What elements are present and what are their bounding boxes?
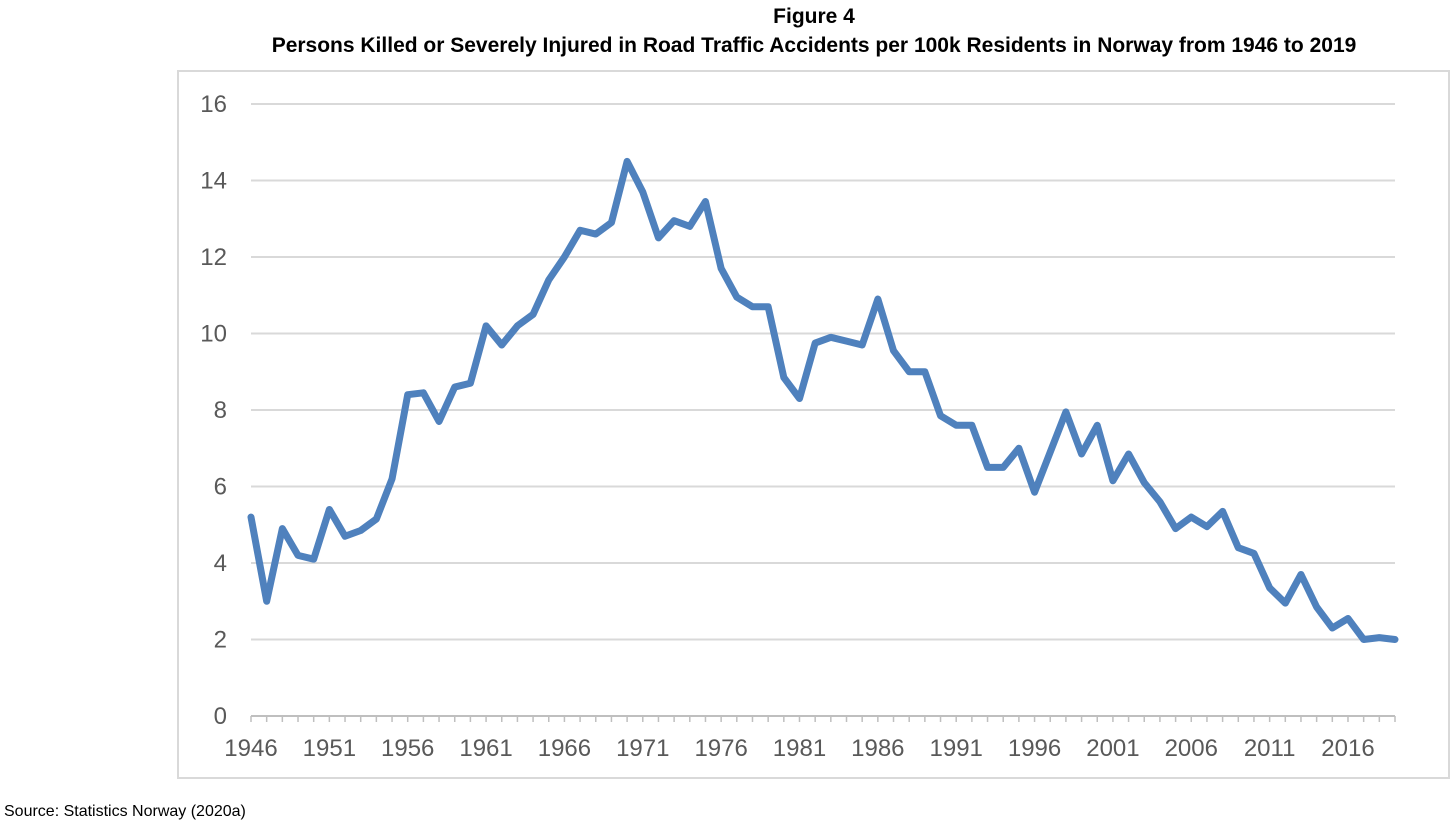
x-tick-label: 2011: [1244, 735, 1296, 762]
x-tick-label: 1981: [773, 735, 826, 762]
y-tick-label: 2: [214, 627, 227, 654]
x-tick-label: 1961: [459, 735, 512, 762]
x-tick-label: 1986: [851, 735, 904, 762]
x-tick-label: 1991: [930, 735, 983, 762]
x-tick-label: 2006: [1165, 735, 1218, 762]
chart-frame: 0 2 4 6 8 10 12 14 16 1946 1951 1956 1961 1966 1971 197…: [177, 70, 1450, 779]
x-tick-label: 1976: [694, 735, 747, 762]
y-tick-label: 0: [214, 703, 227, 730]
x-tick-label: 2016: [1321, 735, 1374, 762]
y-tick-label: 6: [214, 474, 227, 501]
x-tick-label: 1946: [224, 735, 277, 762]
y-tick-label: 10: [200, 321, 227, 348]
chart-title: Persons Killed or Severely Injured in Ro…: [271, 34, 1357, 57]
x-tick-label: 1996: [1008, 735, 1061, 762]
x-tick-label: 2001: [1086, 735, 1139, 762]
y-tick-label: 12: [200, 244, 227, 271]
x-tick-label: 1971: [616, 735, 669, 762]
series-line: [247, 157, 1399, 643]
x-tick-label: 1956: [381, 735, 434, 762]
y-tick-label: 14: [200, 168, 227, 195]
y-tick-label: 8: [214, 397, 227, 424]
line-chart: 0 2 4 6 8 10 12 14 16 1946 1951 1956 1961 1966 1971 197…: [200, 91, 1399, 762]
x-tick-label: 1966: [538, 735, 591, 762]
y-tick-label: 16: [200, 91, 227, 118]
y-tick-label: 4: [214, 550, 227, 577]
figure-label: Figure 4: [773, 5, 855, 28]
source-note: Source: Statistics Norway (2020a): [4, 803, 246, 820]
x-tick-label: 1951: [303, 735, 356, 762]
